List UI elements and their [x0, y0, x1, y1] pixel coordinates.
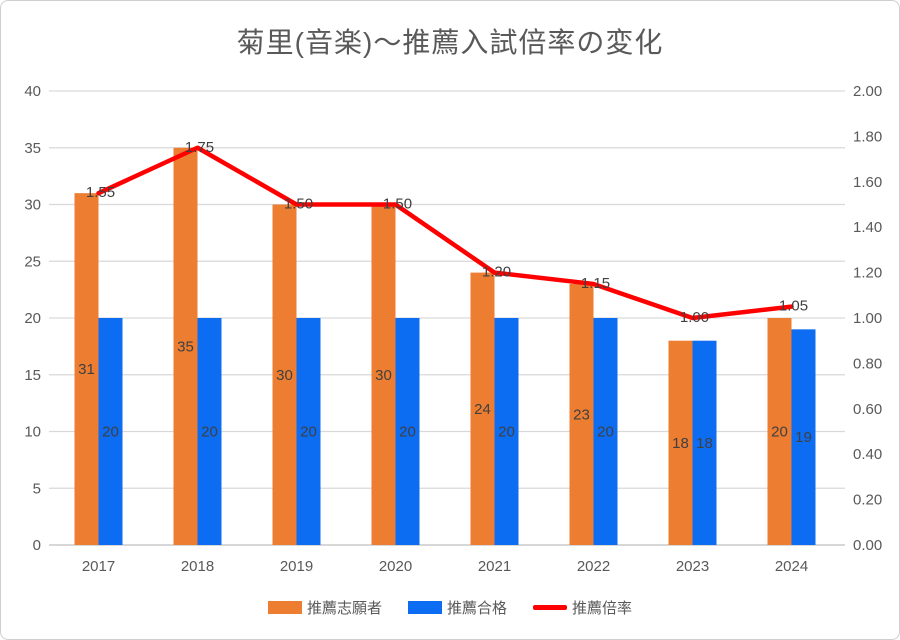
bar-applicants-2022[interactable] [569, 283, 594, 545]
right-axis-tick: 1.60 [853, 174, 882, 191]
x-axis-label: 2019 [280, 558, 313, 575]
bar-accepted-2019[interactable] [296, 318, 321, 545]
x-axis-label: 2022 [577, 558, 610, 575]
right-axis-tick: 0.40 [853, 446, 882, 463]
x-axis-label: 2024 [775, 558, 808, 575]
line-data-label: 1.55 [86, 184, 115, 201]
line-data-label: 1.00 [680, 309, 709, 326]
bar-data-label: 23 [573, 406, 590, 423]
chart-title: 菊里(音楽)～推薦入試倍率の変化 [236, 27, 664, 58]
line-data-label: 1.05 [779, 298, 808, 315]
bar-data-label: 30 [276, 367, 293, 384]
line-data-label: 1.15 [581, 275, 610, 292]
legend-swatch-applicants [267, 601, 302, 614]
legend-item-accepted[interactable]: 推薦合格 [407, 597, 507, 618]
legend-item-ratio[interactable]: 推薦倍率 [533, 597, 632, 618]
right-axis-tick: 0.20 [853, 492, 882, 509]
legend-label-accepted: 推薦合格 [446, 600, 507, 617]
legend: 推薦志願者 推薦合格 推薦倍率 [1, 597, 899, 618]
right-axis-tick: 1.00 [853, 310, 882, 327]
bar-accepted-2023[interactable] [692, 340, 717, 545]
legend-label-applicants: 推薦志願者 [306, 600, 382, 617]
left-axis-tick: 25 [24, 253, 41, 270]
bar-data-label: 31 [78, 361, 95, 378]
left-axis-tick: 30 [24, 197, 41, 214]
left-axis-tick: 40 [24, 83, 41, 100]
bar-accepted-2022[interactable] [593, 318, 618, 545]
x-axis-label: 2018 [181, 558, 214, 575]
x-axis-label: 2017 [82, 558, 115, 575]
bar-applicants-2019[interactable] [272, 204, 297, 546]
right-axis-tick: 1.40 [853, 219, 882, 236]
ratio-line[interactable] [96, 145, 794, 321]
legend-swatch-ratio [533, 605, 567, 610]
left-axis-tick: 0 [33, 537, 41, 554]
right-axis-tick: 0.80 [853, 355, 882, 372]
bar-data-label: 30 [375, 367, 392, 384]
bar-data-label: 18 [672, 435, 689, 452]
bar-data-label: 20 [771, 424, 788, 441]
line-data-label: 1.20 [482, 264, 511, 281]
left-axis-tick: 35 [24, 140, 41, 157]
right-axis-tick: 2.00 [853, 83, 882, 100]
bar-accepted-2018[interactable] [197, 318, 222, 545]
bar-applicants-2024[interactable] [767, 318, 792, 545]
bar-accepted-2020[interactable] [395, 318, 420, 545]
legend-item-applicants[interactable]: 推薦志願者 [267, 597, 382, 618]
bar-data-label: 20 [300, 424, 317, 441]
line-data-label: 1.50 [284, 196, 313, 213]
x-axis-label: 2021 [478, 558, 511, 575]
left-axis-tick: 5 [33, 480, 41, 497]
bar-data-label: 18 [696, 435, 713, 452]
bar-data-label: 20 [597, 424, 614, 441]
bar-data-label: 20 [399, 424, 416, 441]
left-axis-tick: 15 [24, 367, 41, 384]
bar-data-label: 24 [474, 401, 491, 418]
left-axis-tick: 10 [24, 424, 41, 441]
bar-applicants-2021[interactable] [470, 272, 495, 545]
right-axis-tick: 0.60 [853, 401, 882, 418]
bar-data-label: 20 [498, 424, 515, 441]
bar-data-label: 35 [177, 338, 194, 355]
line-data-label: 1.50 [383, 196, 412, 213]
bar-applicants-2018[interactable] [173, 147, 198, 545]
right-axis-tick: 1.20 [853, 265, 882, 282]
legend-swatch-accepted [407, 601, 442, 614]
bar-data-label: 20 [102, 424, 119, 441]
right-axis-tick: 1.80 [853, 128, 882, 145]
legend-label-ratio: 推薦倍率 [572, 600, 633, 617]
line-data-label: 1.75 [185, 139, 214, 156]
bar-accepted-2021[interactable] [494, 318, 519, 545]
right-axis-tick: 0.00 [853, 537, 882, 554]
x-axis-label: 2023 [676, 558, 709, 575]
bar-applicants-2023[interactable] [668, 340, 693, 545]
left-axis-tick: 20 [24, 310, 41, 327]
bar-accepted-2017[interactable] [98, 318, 123, 545]
bar-applicants-2017[interactable] [74, 193, 99, 545]
bar-applicants-2020[interactable] [371, 204, 396, 546]
bar-data-label: 19 [795, 429, 812, 446]
bar-accepted-2024[interactable] [791, 329, 816, 545]
bar-data-label: 20 [201, 424, 218, 441]
x-axis-label: 2020 [379, 558, 412, 575]
